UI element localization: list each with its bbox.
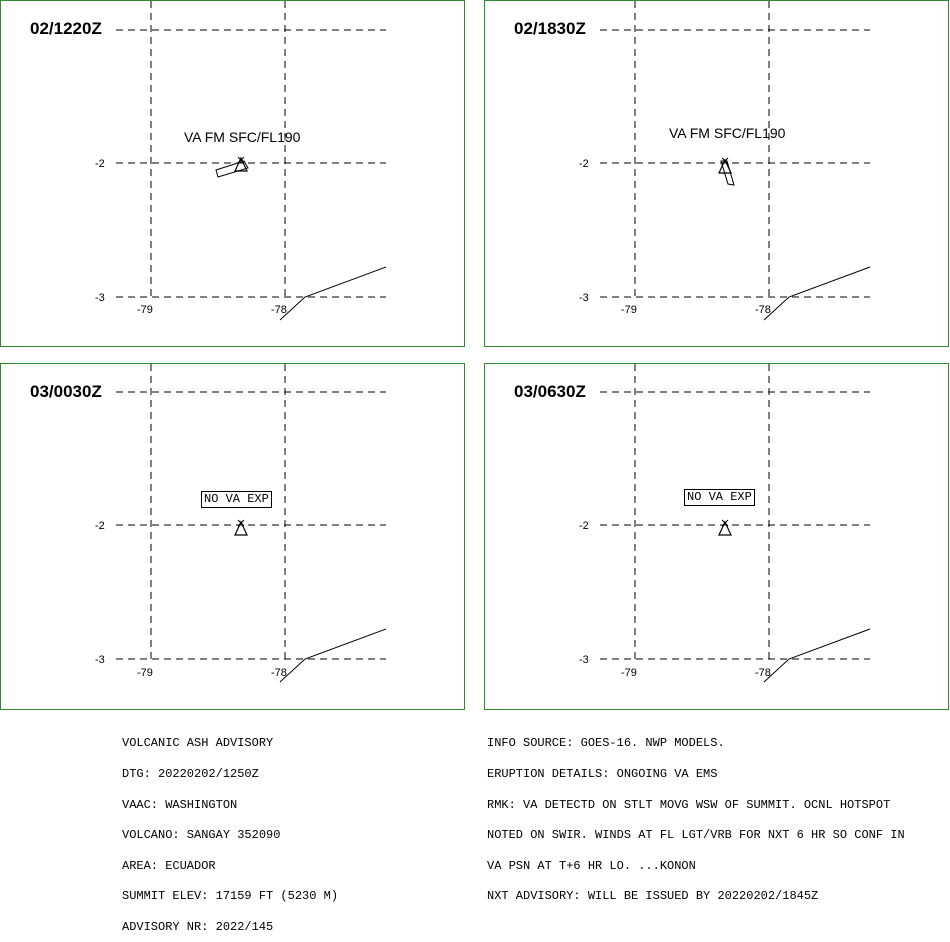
panel-time-label: 02/1830Z (514, 19, 586, 38)
advisory-line: VAAC: WASHINGTON (122, 797, 238, 812)
advisory-line: NXT ADVISORY: WILL BE ISSUED BY 20220202… (487, 889, 819, 904)
lat-label-minus3: -3 (95, 292, 105, 304)
volcano-icon-cross (237, 156, 245, 164)
lon-label-minus79: -79 (621, 304, 637, 316)
lat-label-minus3: -3 (579, 292, 589, 304)
panel-time-label: 03/0030Z (30, 382, 102, 401)
advisory-info-right: INFO SOURCE: GOES-16. NWP MODELS. ERUPTI… (487, 718, 905, 912)
map-canvas-4: -2 -3 -79 -78 (579, 364, 871, 683)
forecast-panel-2: -2 -3 -79 -78 02/1830Z VA FM SFC/FL190 (484, 0, 949, 347)
forecast-panel-3: -2 -3 -79 -78 03/0030Z NO VA EXP (0, 363, 465, 710)
advisory-line: DTG: 20220202/1250Z (122, 767, 259, 782)
advisory-line: VOLCANIC ASH ADVISORY (122, 736, 274, 751)
map-canvas-2: -2 -3 -79 -78 (579, 1, 871, 321)
ash-height-label: VA FM SFC/FL190 (184, 129, 301, 145)
volcano-icon-cross (237, 519, 245, 527)
forecast-panel-1: -2 -3 -79 -78 02/1220Z VA FM SFC/FL190 (0, 0, 465, 347)
ash-height-label: VA FM SFC/FL190 (669, 125, 786, 141)
volcano-icon (718, 158, 732, 174)
lat-label-minus2: -2 (579, 520, 589, 532)
lat-label-minus3: -3 (95, 654, 105, 666)
lat-label-minus2: -2 (95, 158, 105, 170)
ash-cloud-polygon (215, 160, 249, 178)
lon-label-minus79: -79 (621, 667, 637, 679)
advisory-line: VOLCANO: SANGAY 352090 (122, 828, 281, 843)
volcano-icon-cross (721, 157, 729, 165)
lat-label-minus2: -2 (579, 158, 589, 170)
advisory-line: AREA: ECUADOR (122, 858, 216, 873)
lat-label-minus3: -3 (579, 654, 589, 666)
volcano-icon (234, 156, 248, 172)
advisory-line: ERUPTION DETAILS: ONGOING VA EMS (487, 767, 718, 782)
volcano-icon-cross (721, 519, 729, 527)
coastline (279, 266, 387, 321)
lat-label-minus2: -2 (95, 520, 105, 532)
advisory-line: RMK: VA DETECTD ON STLT MOVG WSW OF SUMM… (487, 797, 891, 812)
volcano-icon (234, 520, 248, 536)
advisory-line: VA PSN AT T+6 HR LO. ...KONON (487, 858, 696, 873)
panel-time-label: 02/1220Z (30, 19, 102, 38)
coastline (763, 628, 871, 683)
lon-label-minus78: -78 (271, 304, 287, 316)
panel-time-label: 03/0630Z (514, 382, 586, 401)
no-ash-expected-box: NO VA EXP (201, 491, 272, 508)
coastline (279, 628, 387, 683)
advisory-line: NOTED ON SWIR. WINDS AT FL LGT/VRB FOR N… (487, 828, 905, 843)
no-ash-expected-box: NO VA EXP (684, 489, 755, 506)
lon-label-minus79: -79 (137, 667, 153, 679)
lon-label-minus78: -78 (755, 667, 771, 679)
advisory-line: SUMMIT ELEV: 17159 FT (5230 M) (122, 889, 339, 904)
advisory-info-left: VOLCANIC ASH ADVISORY DTG: 20220202/1250… (122, 718, 338, 942)
forecast-panel-4: -2 -3 -79 -78 03/0630Z NO VA EXP (484, 363, 949, 710)
lon-label-minus79: -79 (137, 304, 153, 316)
coastline (763, 266, 871, 321)
map-canvas-3: -2 -3 -79 -78 (95, 364, 387, 683)
lon-label-minus78: -78 (271, 667, 287, 679)
map-canvas-1: -2 -3 -79 -78 (95, 1, 387, 321)
lon-label-minus78: -78 (755, 304, 771, 316)
volcano-icon (718, 520, 732, 536)
advisory-line: ADVISORY NR: 2022/145 (122, 920, 274, 935)
advisory-line: INFO SOURCE: GOES-16. NWP MODELS. (487, 736, 725, 751)
